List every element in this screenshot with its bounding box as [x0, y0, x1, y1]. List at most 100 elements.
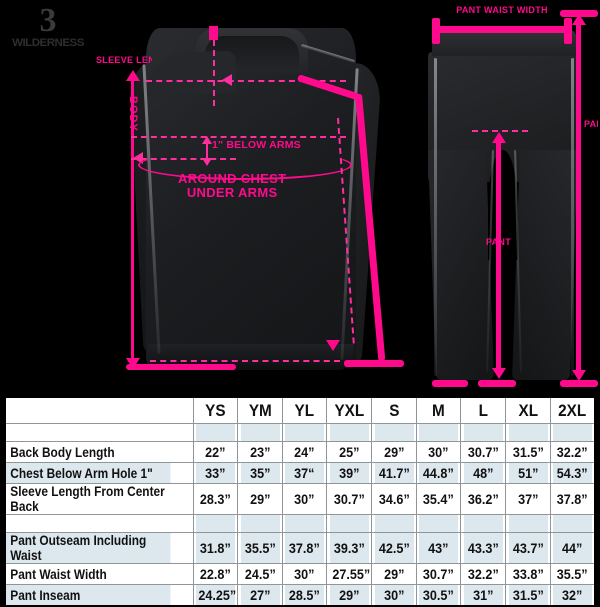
- measurement-value-yxl: 29”: [328, 584, 370, 607]
- measurement-value-ym: 35”: [239, 462, 281, 484]
- pant-left-seam: [434, 58, 437, 376]
- body-length-arrow-up-icon: [125, 70, 140, 81]
- measurement-value-xl: 37”: [507, 483, 549, 515]
- measurement-value-ym: 29”: [239, 483, 281, 515]
- measurement-value-yl: 24”: [284, 441, 326, 463]
- around-chest-label: AROUND CHEST UNDER ARMS: [178, 172, 286, 200]
- measurement-value-2xl: 35.5”: [552, 563, 594, 585]
- measurement-value-l: [462, 514, 504, 533]
- measurement-label: Sleeve Length From Center Back: [4, 483, 171, 515]
- body-length-arrow-down-icon: [125, 358, 140, 369]
- measurement-value-l: 36.2”: [462, 483, 504, 515]
- measurement-value-ys: [194, 423, 236, 442]
- measurement-value-ym: 27”: [239, 584, 281, 607]
- sleeve-length-label: SLEEVE LENGTH FROM CENTER BACK: [96, 56, 152, 65]
- waist-width-label: PANT WAIST WIDTH: [456, 6, 548, 15]
- measurement-value-yl: [284, 423, 326, 442]
- measurement-value-ym: [239, 423, 281, 442]
- logo-mark-icon: 3: [39, 2, 57, 39]
- measurement-value-2xl: 37.8”: [552, 483, 594, 515]
- measurement-value-ys: 24.25”: [194, 584, 236, 607]
- measurement-value-l: 48”: [462, 462, 504, 484]
- table-body: Back Body Length 22” 23” 24” 25” 29” 30” 30.7” 3…: [4, 423, 595, 607]
- measurement-value-m: 44.8”: [418, 462, 460, 484]
- measurement-value-m: 35.4”: [418, 483, 460, 515]
- table-row: Pant Inseam 24.25” 27” 28.5” 29” 30” 30.5” 31” 3…: [4, 584, 595, 607]
- jacket-hem-dashed-line: [150, 360, 340, 362]
- measurement-value-l: 30.7”: [462, 441, 504, 463]
- size-header-m: M: [418, 396, 460, 424]
- outseam-arrow-up-icon: [571, 14, 586, 25]
- outseam-arrow-down-icon: [571, 370, 586, 381]
- outseam-top-cap: [560, 10, 598, 17]
- measurement-value-ym: [239, 514, 281, 533]
- size-header-2xl: 2XL: [552, 396, 594, 424]
- size-header-s: S: [373, 396, 415, 424]
- garment-illustration-area: 3 WILDERNESS BODY 1" BELO: [12, 2, 598, 387]
- measurement-value-m: 43”: [418, 532, 460, 564]
- measurement-value-l: 31”: [462, 584, 504, 607]
- size-table-container: YS YM YL YXL S M L XL 2XL Back Body Length 22” 23”…: [0, 392, 600, 607]
- measurement-value-2xl: 54.3”: [552, 462, 594, 484]
- table-spacer-row: [4, 423, 595, 442]
- table-row: Pant Outseam Including Waist 31.8” 35.5” 37…: [4, 532, 595, 564]
- measurement-label: Back Body Length: [4, 441, 171, 463]
- measurement-label: Chest Below Arm Hole 1": [4, 462, 171, 484]
- measurement-value-ys: 33”: [194, 462, 236, 484]
- size-header-ys: YS: [194, 396, 236, 424]
- outseam-line: [576, 24, 581, 376]
- waist-width-left-cap: [432, 18, 440, 44]
- measurement-value-2xl: 32.2”: [552, 441, 594, 463]
- measurement-value-ys: 22.8”: [194, 563, 236, 585]
- measurement-value-yl: 37.8”: [284, 532, 326, 564]
- measurement-value-s: 30”: [373, 584, 415, 607]
- measurement-value-m: [418, 423, 460, 442]
- center-back-cap: [209, 26, 218, 40]
- measurement-label: Pant Inseam: [4, 584, 171, 607]
- measurement-value-2xl: 32”: [552, 584, 594, 607]
- measurement-value-yxl: 27.55”: [328, 563, 370, 585]
- body-length-line: [131, 80, 134, 366]
- measurement-value-xl: 31.5”: [507, 441, 549, 463]
- measurement-value-m: 30.7”: [418, 563, 460, 585]
- jacket-hem-bar: [126, 364, 236, 370]
- measurement-value-ym: 35.5”: [239, 532, 281, 564]
- measurement-value-s: 29”: [373, 441, 415, 463]
- center-back-dashed-line: [213, 30, 215, 106]
- waist-width-bar: [436, 26, 568, 33]
- measurement-value-yxl: 25”: [328, 441, 370, 463]
- measurement-value-m: 30.5”: [418, 584, 460, 607]
- size-chart-table: YS YM YL YXL S M L XL 2XL Back Body Length 22” 23”…: [4, 396, 596, 607]
- measurement-value-xl: 31.5”: [507, 584, 549, 607]
- outseam-bottom-cap: [560, 380, 598, 387]
- measurement-value-l: 43.3”: [462, 532, 504, 564]
- table-header-row: YS YM YL YXL S M L XL 2XL: [4, 396, 595, 424]
- shoulder-arrow-icon: [222, 74, 232, 86]
- outseam-label: PANT OUTSEAM INCLUDING WAIST: [584, 120, 598, 129]
- measurement-value-ym: 24.5”: [239, 563, 281, 585]
- pant-waistband: [432, 30, 576, 56]
- below-arms-label: 1" BELOW ARMS: [212, 139, 301, 151]
- measurement-value-2xl: [552, 423, 594, 442]
- body-label: BODY: [127, 96, 139, 132]
- measurement-value-ys: 31.8”: [194, 532, 236, 564]
- measurement-value-ys: 28.3”: [194, 483, 236, 515]
- measurement-value-l: 32.2”: [462, 563, 504, 585]
- chest-upper-dashed-line: [131, 136, 346, 138]
- logo-wordmark: WILDERNESS: [12, 37, 84, 49]
- measurement-value-s: 34.6”: [373, 483, 415, 515]
- table-corner-header: [4, 396, 171, 424]
- measurement-value-yxl: [328, 423, 370, 442]
- sleeve-arrow-down-icon: [326, 340, 340, 351]
- measurement-value-s: 42.5”: [373, 532, 415, 564]
- measurement-value-ym: 23”: [239, 441, 281, 463]
- measurement-value-yl: [284, 514, 326, 533]
- measurement-value-yxl: 39”: [328, 462, 370, 484]
- measurement-value-s: 29”: [373, 563, 415, 585]
- measurement-label: [4, 514, 171, 533]
- measurement-value-2xl: [552, 514, 594, 533]
- measurement-value-yl: 30”: [284, 563, 326, 585]
- measurement-label: Pant Outseam Including Waist: [4, 532, 171, 564]
- table-spacer-row: [4, 514, 595, 533]
- measurement-value-2xl: 44”: [552, 532, 594, 564]
